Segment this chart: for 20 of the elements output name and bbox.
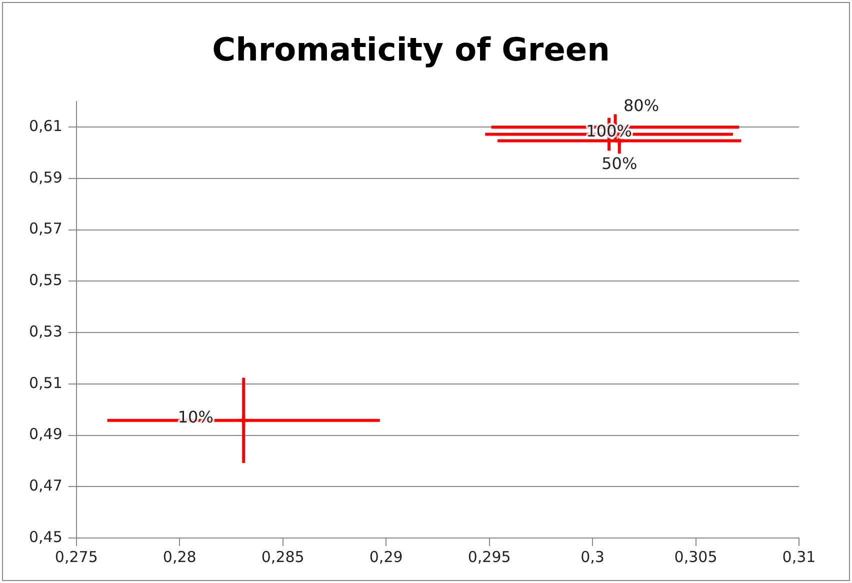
x-tick-label: 0,285 xyxy=(261,548,304,566)
x-tick-label: 0,3 xyxy=(580,548,604,566)
series-label: 50% xyxy=(602,154,638,173)
x-tick-label: 0,28 xyxy=(162,548,196,566)
x-tick-label: 0,305 xyxy=(674,548,718,566)
x-tick-label: 0,295 xyxy=(468,548,511,566)
x-tick-label: 0,31 xyxy=(782,548,816,566)
y-tick-label: 0,57 xyxy=(28,220,62,238)
y-tick-label: 0,61 xyxy=(28,116,62,135)
series-label: 80% xyxy=(623,96,660,116)
y-tick-label: 0,53 xyxy=(28,322,62,340)
y-tick-label: 0,55 xyxy=(28,271,62,290)
y-tick-label: 0,59 xyxy=(28,168,62,186)
chart-title: Chromaticity of Green xyxy=(212,30,610,69)
y-tick-label: 0,47 xyxy=(28,476,62,495)
x-tick-label: 0,275 xyxy=(54,548,98,566)
y-tick-label: 0,49 xyxy=(28,425,62,444)
y-tick-label: 0,45 xyxy=(28,528,62,546)
x-tick-label: 0,29 xyxy=(369,548,403,566)
y-tick-label: 0,51 xyxy=(28,374,62,392)
